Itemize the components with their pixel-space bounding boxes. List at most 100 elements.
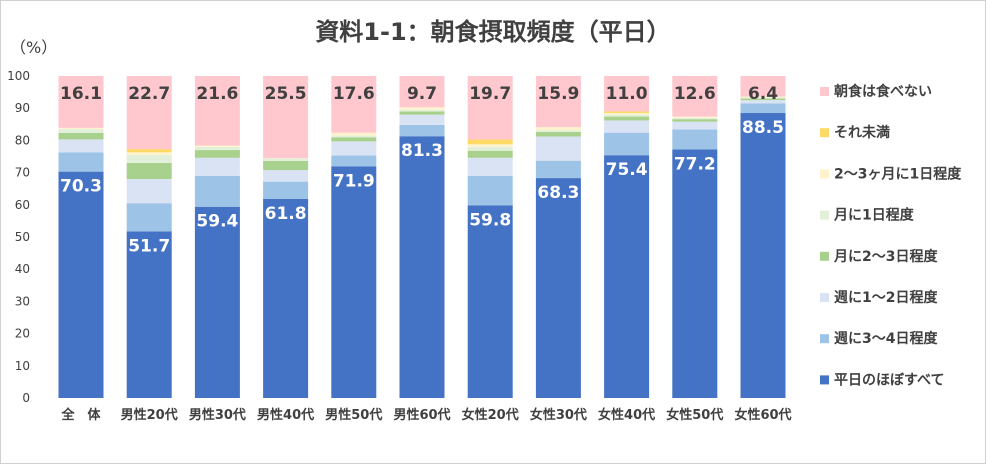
data-label: 21.6 <box>196 84 238 104</box>
bar-segment <box>194 146 240 151</box>
bar-segment <box>331 141 377 156</box>
data-labels: 70.3 16.1 51.7 22.7 59.4 21.6 61.8 25.5 71.9 17.6… <box>60 84 784 257</box>
y-axis: 0 10 20 30 40 50 60 70 80 90 100 <box>7 69 30 405</box>
legend-label: それ未満 <box>834 124 890 141</box>
bar-segment <box>126 149 172 153</box>
data-label: 75.4 <box>606 160 648 180</box>
bar-segment <box>58 139 104 153</box>
bar-segment <box>263 158 309 162</box>
bar-segment <box>263 170 309 182</box>
x-tick-label: 男性20代 <box>121 407 178 423</box>
data-label: 61.8 <box>265 204 307 224</box>
bar-segment <box>535 160 581 179</box>
bar-segment <box>126 152 172 155</box>
y-tick-label: 30 <box>15 294 30 308</box>
bar-segment <box>672 116 718 118</box>
bar-segment <box>126 162 172 180</box>
bar-segment <box>604 132 650 156</box>
y-tick-label: 0 <box>22 391 30 405</box>
bar-segment <box>740 113 786 398</box>
bar-segment <box>126 231 172 398</box>
data-label: 88.5 <box>742 118 784 138</box>
bar-segment <box>535 127 581 131</box>
bar-segment <box>399 124 445 137</box>
bar-segment <box>399 76 445 108</box>
y-tick-label: 60 <box>15 198 30 212</box>
bar-segment <box>740 97 786 99</box>
data-label: 77.2 <box>674 154 716 174</box>
legend-label: 週に1～2日程度 <box>834 289 938 306</box>
data-label: 19.7 <box>469 84 511 104</box>
bar-segment <box>604 111 650 114</box>
bar-segment <box>672 129 718 150</box>
bar-segment <box>672 149 718 398</box>
legend-label: 月に1日程度 <box>833 207 915 224</box>
bar-segment <box>58 152 104 172</box>
y-tick-label: 90 <box>15 101 30 115</box>
bar-segment <box>467 175 513 206</box>
x-axis-categories: 全 体男性20代 男性30代 男性40代 男性50代 男性60代 女性20代 女性30代 女性… <box>60 407 791 423</box>
bar-segment <box>672 119 718 122</box>
bar-segment <box>399 136 445 399</box>
bar-segment <box>58 127 104 130</box>
legend-label: 2～3ヶ月に1日程度 <box>834 165 962 182</box>
legend-swatch <box>820 293 829 302</box>
bar-segment <box>399 107 445 110</box>
bar-segment <box>331 135 377 138</box>
bar-segment <box>194 150 240 158</box>
data-label: 15.9 <box>537 84 579 104</box>
data-label: 68.3 <box>537 183 579 203</box>
data-label: 25.5 <box>265 84 307 104</box>
x-tick-label: 男性50代 <box>325 407 382 423</box>
y-tick-label: 100 <box>7 69 30 83</box>
bar-segment <box>194 157 240 176</box>
legend-label: 朝食は食べない <box>834 83 932 100</box>
bar-segment <box>740 96 786 98</box>
legend-swatch <box>820 334 829 344</box>
x-tick-label: 全 体 <box>60 407 101 423</box>
bar-segment <box>672 76 718 117</box>
bar-segment <box>263 199 309 398</box>
legend-swatch <box>820 251 829 261</box>
bar-segment <box>535 130 581 133</box>
bar-segment <box>194 145 240 147</box>
legend-label: 平日のほぼすべて <box>834 372 944 388</box>
bar-segment <box>194 206 240 398</box>
data-label: 59.8 <box>469 210 511 230</box>
data-label: 11.0 <box>606 84 648 104</box>
bar-segment <box>399 111 445 115</box>
bar-segment <box>467 144 513 147</box>
bar-segment <box>535 178 581 398</box>
x-tick-label: 男性60代 <box>393 407 450 423</box>
data-label: 22.7 <box>128 84 170 104</box>
bar-segment <box>672 117 718 120</box>
x-tick-label: 女性30代 <box>530 407 587 423</box>
data-label: 9.7 <box>407 84 437 104</box>
legend-swatch <box>820 87 829 96</box>
data-label: 70.3 <box>60 177 102 197</box>
bar-segment <box>263 181 309 200</box>
bar-segment <box>604 155 650 398</box>
data-label: 81.3 <box>401 141 443 161</box>
legend-label: 週に3～4日程度 <box>834 330 938 347</box>
bar-segment <box>740 103 786 114</box>
bar-segment <box>331 155 377 167</box>
bar-segment <box>740 76 786 97</box>
data-label: 16.1 <box>60 84 102 104</box>
x-tick-label: 女性40代 <box>598 407 655 423</box>
bar-segment <box>58 76 104 128</box>
bar-segment <box>126 203 172 232</box>
data-label: 17.6 <box>333 84 375 104</box>
bar-segment <box>331 76 377 133</box>
bar-segment <box>58 132 104 140</box>
legend-swatch <box>820 210 829 220</box>
bar-segment <box>740 98 786 101</box>
bar-segment <box>126 154 172 163</box>
legend-label: 月に2～3日程度 <box>833 248 938 265</box>
x-tick-label: 男性40代 <box>257 407 314 423</box>
data-label: 59.4 <box>196 212 238 232</box>
bar-segment <box>604 113 650 115</box>
bar-segment <box>58 129 104 133</box>
legend-swatch <box>820 169 829 179</box>
